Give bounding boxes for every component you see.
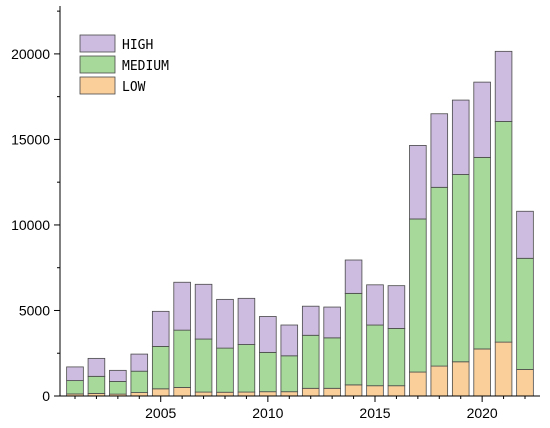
bar-high-2011 [280,324,299,357]
bar-high-2009 [237,297,256,345]
bar-low-2013 [323,387,341,397]
bar-low-2007 [194,391,213,397]
bar-medium-2020 [473,156,491,350]
bar-low-2004 [130,392,149,397]
bar-high-2014 [344,259,363,294]
bar-low-2010 [259,391,277,397]
bar-high-2008 [216,298,234,349]
y-tick-label: 5000 [19,302,50,318]
bar-low-2020 [473,348,491,397]
bar-medium-2019 [451,174,470,363]
bar-low-2014 [344,384,363,397]
bar-medium-2001 [66,380,84,395]
legend-swatch-medium [79,55,116,74]
bar-medium-2013 [323,337,341,389]
bar-low-2008 [216,391,234,397]
y-tick-label: 15000 [11,131,50,147]
bar-high-2001 [66,366,84,382]
x-tick-label: 2005 [145,405,176,421]
bar-medium-2010 [259,351,277,393]
bar-low-2017 [409,371,427,397]
y-tick-label: 10000 [11,217,50,233]
bar-high-2007 [194,283,213,340]
bar-medium-2016 [387,328,406,387]
bar-high-2018 [430,113,449,188]
legend-label-high: HIGH [122,38,153,53]
bar-low-2006 [173,387,191,397]
bar-medium-2012 [301,334,320,389]
x-tick-label: 2015 [359,405,390,421]
bar-medium-2002 [87,375,106,394]
bar-low-2009 [237,391,256,397]
bar-medium-2014 [344,292,363,386]
axes-layer: 0 5000 10000 15000 20000 2005 2010 2015 2020 [11,6,540,421]
bar-high-2021 [494,50,513,122]
bar-low-2015 [366,385,384,397]
bar-low-2005 [151,388,170,397]
legend-swatch-low [79,76,116,95]
bar-medium-2007 [194,338,213,393]
bar-high-2022 [516,210,534,259]
bar-high-2016 [387,285,406,329]
legend-label-low: LOW [122,80,146,95]
bar-medium-2005 [151,345,170,390]
bar-low-2021 [494,341,513,397]
y-tick-label: 0 [42,388,50,404]
bar-high-2006 [173,281,191,331]
bar-high-2020 [473,81,491,158]
bar-medium-2011 [280,355,299,393]
bar-high-2019 [451,99,470,175]
bar-medium-2015 [366,324,384,387]
y-tick-label: 20000 [11,46,50,62]
bar-low-2011 [280,391,299,397]
x-tick-label: 2020 [467,405,498,421]
bar-medium-2004 [130,370,149,393]
bar-low-2019 [451,361,470,397]
bar-medium-2021 [494,121,513,343]
bar-low-2022 [516,369,534,397]
bar-low-2016 [387,385,406,397]
bars-layer [66,50,534,397]
bar-medium-2008 [216,347,234,393]
bar-medium-2017 [409,218,427,373]
bar-low-2012 [301,387,320,397]
bar-high-2010 [259,316,277,353]
legend-label-medium: MEDIUM [122,59,169,74]
bar-medium-2009 [237,344,256,393]
bar-medium-2006 [173,329,191,388]
bar-high-2015 [366,284,384,326]
x-tick-label: 2010 [252,405,283,421]
legend: HIGH MEDIUM LOW [79,34,169,95]
bar-low-2018 [430,365,449,397]
bar-medium-2003 [109,381,127,395]
bar-high-2005 [151,310,170,347]
legend-swatch-high [79,34,116,53]
bar-high-2002 [87,357,106,377]
bar-medium-2022 [516,257,534,370]
bar-high-2003 [109,369,127,382]
bar-high-2013 [323,306,341,339]
bar-high-2012 [301,305,320,336]
bar-high-2004 [130,353,149,372]
bar-high-2017 [409,145,427,220]
bar-medium-2018 [430,186,449,367]
